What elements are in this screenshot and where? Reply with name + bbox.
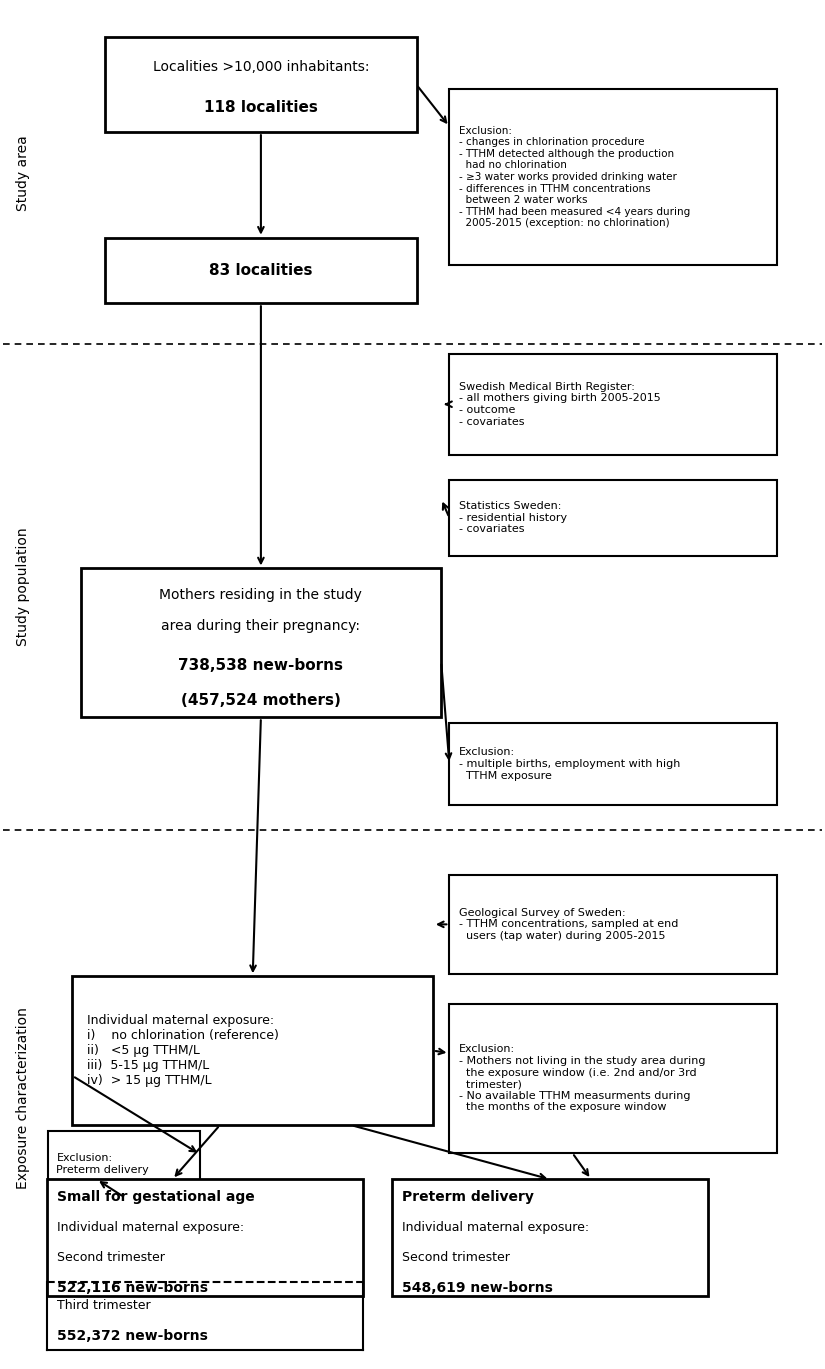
- Text: 522,116 new-borns: 522,116 new-borns: [57, 1281, 208, 1295]
- Text: Statistics Sweden:
- residential history
- covariates: Statistics Sweden: - residential history…: [460, 501, 568, 534]
- Text: Geological Survey of Sweden:
- TTHM concentrations, sampled at end
  users (tap : Geological Survey of Sweden: - TTHM conc…: [460, 908, 679, 941]
- Bar: [106, 238, 417, 304]
- Text: area during their pregnancy:: area during their pregnancy:: [162, 619, 361, 634]
- Text: Exclusion:
Preterm delivery: Exclusion: Preterm delivery: [56, 1154, 149, 1175]
- Text: Individual maternal exposure:: Individual maternal exposure:: [403, 1221, 589, 1233]
- Text: Individual maternal exposure:
i)    no chlorination (reference)
ii)   <5 μg TTHM: Individual maternal exposure: i) no chlo…: [87, 1014, 279, 1087]
- Text: Mothers residing in the study: Mothers residing in the study: [159, 587, 362, 602]
- Text: Preterm delivery: Preterm delivery: [403, 1190, 534, 1205]
- Text: Third trimester: Third trimester: [57, 1299, 151, 1312]
- Bar: [450, 875, 777, 973]
- Text: Localities >10,000 inhabitants:: Localities >10,000 inhabitants:: [153, 60, 369, 74]
- Bar: [47, 1179, 363, 1295]
- Bar: [81, 568, 441, 717]
- Text: 83 localities: 83 localities: [210, 263, 313, 278]
- Text: Second trimester: Second trimester: [57, 1251, 165, 1264]
- Bar: [393, 1179, 708, 1295]
- Bar: [450, 353, 777, 455]
- Text: Study population: Study population: [16, 527, 31, 646]
- Text: Exclusion:
- Mothers not living in the study area during
  the exposure window (: Exclusion: - Mothers not living in the s…: [460, 1045, 705, 1113]
- Text: 738,538 new-borns: 738,538 new-borns: [178, 658, 343, 674]
- Bar: [48, 1131, 200, 1197]
- Bar: [450, 723, 777, 805]
- Bar: [450, 481, 777, 556]
- Bar: [450, 1003, 777, 1153]
- Text: 548,619 new-borns: 548,619 new-borns: [403, 1281, 553, 1295]
- Text: Small for gestational age: Small for gestational age: [57, 1190, 255, 1205]
- Text: 118 localities: 118 localities: [204, 100, 318, 115]
- Text: Individual maternal exposure:: Individual maternal exposure:: [57, 1221, 244, 1233]
- Bar: [450, 89, 777, 266]
- Text: Swedish Medical Birth Register:
- all mothers giving birth 2005-2015
- outcome
-: Swedish Medical Birth Register: - all mo…: [460, 382, 661, 427]
- Text: Exclusion:
- changes in chlorination procedure
- TTHM detected although the prod: Exclusion: - changes in chlorination pro…: [460, 126, 691, 229]
- Text: Exposure characterization: Exposure characterization: [16, 1008, 31, 1188]
- Text: Second trimester: Second trimester: [403, 1251, 510, 1264]
- Text: Study area: Study area: [16, 136, 31, 211]
- Text: Exclusion:
- multiple births, employment with high
  TTHM exposure: Exclusion: - multiple births, employment…: [460, 747, 681, 780]
- Bar: [73, 976, 433, 1125]
- Text: 552,372 new-borns: 552,372 new-borns: [57, 1329, 208, 1343]
- Text: (457,524 mothers): (457,524 mothers): [181, 694, 341, 708]
- Bar: [106, 37, 417, 133]
